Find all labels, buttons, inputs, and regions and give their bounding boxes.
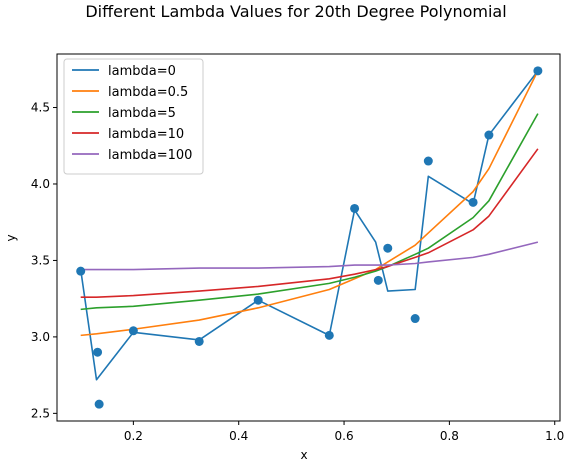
- legend-box: [63, 58, 204, 175]
- y-tick-label: 4.0: [31, 177, 50, 191]
- y-axis: 2.5 3.0 3.5 4.0 4.5: [31, 101, 57, 420]
- data-point: [484, 130, 494, 140]
- data-point: [373, 275, 383, 285]
- legend-label: lambda=0: [108, 64, 176, 79]
- data-point: [533, 66, 543, 76]
- data-point: [194, 336, 204, 346]
- x-axis: 0.2 0.4 0.6 0.8 1.0: [124, 421, 564, 443]
- data-point: [253, 295, 263, 305]
- data-point: [410, 314, 420, 324]
- series-line-3: [80, 148, 539, 298]
- x-tick-label: 0.2: [124, 429, 143, 443]
- legend-label: lambda=10: [108, 127, 184, 142]
- x-tick-label: 1.0: [545, 429, 564, 443]
- y-tick-label: 4.5: [31, 101, 50, 115]
- x-axis-label: x: [300, 448, 307, 462]
- x-tick-label: 0.4: [229, 429, 248, 443]
- chart-title: Different Lambda Values for 20th Degree …: [85, 2, 506, 21]
- data-point: [94, 399, 104, 409]
- data-point: [76, 266, 86, 276]
- data-point: [93, 347, 103, 357]
- legend-label: lambda=100: [108, 148, 192, 163]
- series-layer: [79, 70, 539, 381]
- data-point: [468, 197, 478, 207]
- y-axis-label: y: [4, 234, 18, 241]
- x-tick-label: 0.8: [440, 429, 459, 443]
- series-line-4: [80, 241, 539, 271]
- legend-label: lambda=5: [108, 106, 176, 121]
- plot-frame: [56, 53, 561, 422]
- x-tick-label: 0.6: [335, 429, 354, 443]
- series-line-2: [80, 113, 539, 311]
- y-tick-label: 2.5: [31, 406, 50, 420]
- data-point: [128, 326, 138, 336]
- legend-label: lambda=0.5: [108, 85, 188, 100]
- data-point: [350, 203, 360, 213]
- legend: lambda=0 lambda=0.5 lambda=5 lambda=10 lambd…: [63, 58, 204, 175]
- data-point: [423, 156, 433, 166]
- y-tick-label: 3.5: [31, 253, 50, 267]
- y-tick-label: 3.0: [31, 330, 50, 344]
- data-point: [383, 243, 393, 253]
- scatter-layer: [76, 66, 543, 409]
- data-point: [324, 330, 334, 340]
